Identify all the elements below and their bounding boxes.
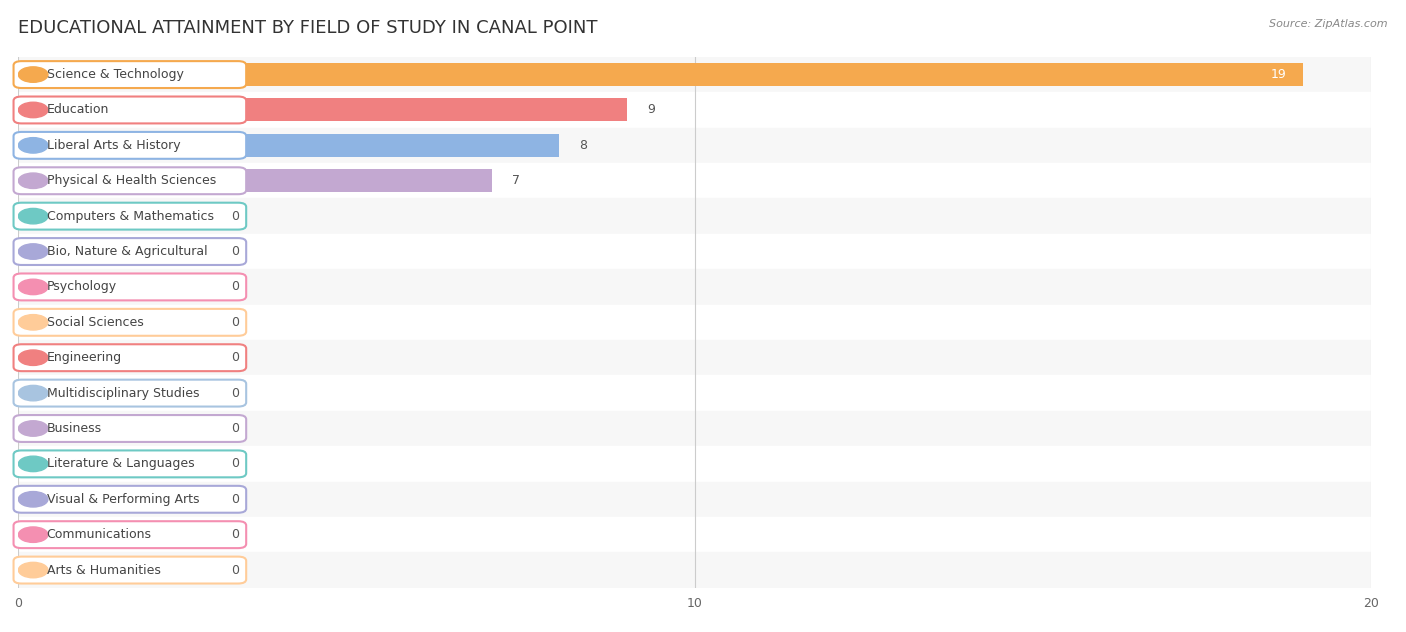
Text: 0: 0	[232, 281, 239, 293]
Bar	[18, 552, 1371, 588]
Text: Communications: Communications	[46, 528, 152, 541]
Text: 19: 19	[1271, 68, 1286, 81]
Text: Education: Education	[46, 104, 110, 116]
FancyBboxPatch shape	[14, 557, 246, 583]
Text: 0: 0	[232, 564, 239, 576]
Circle shape	[18, 138, 48, 153]
Text: 7: 7	[512, 174, 520, 187]
Text: Liberal Arts & History: Liberal Arts & History	[46, 139, 180, 152]
Circle shape	[18, 209, 48, 224]
Text: Engineering: Engineering	[46, 351, 122, 364]
Text: 0: 0	[232, 528, 239, 541]
Text: 0: 0	[232, 458, 239, 470]
Bar	[18, 92, 1371, 128]
Bar	[18, 169, 492, 192]
Bar	[18, 128, 1371, 163]
Circle shape	[18, 279, 48, 295]
Circle shape	[18, 67, 48, 82]
Circle shape	[18, 386, 48, 401]
Text: 0: 0	[232, 387, 239, 399]
Bar	[18, 382, 221, 404]
Bar	[18, 234, 1371, 269]
Circle shape	[18, 421, 48, 436]
Text: Literature & Languages: Literature & Languages	[46, 458, 194, 470]
Text: 0: 0	[232, 422, 239, 435]
FancyBboxPatch shape	[14, 309, 246, 336]
FancyBboxPatch shape	[14, 344, 246, 371]
Bar	[18, 205, 221, 228]
Bar	[18, 340, 1371, 375]
Text: EDUCATIONAL ATTAINMENT BY FIELD OF STUDY IN CANAL POINT: EDUCATIONAL ATTAINMENT BY FIELD OF STUDY…	[18, 19, 598, 37]
Bar	[18, 559, 221, 581]
FancyBboxPatch shape	[14, 274, 246, 300]
FancyBboxPatch shape	[14, 132, 246, 159]
Bar	[18, 63, 1303, 86]
Text: 0: 0	[232, 351, 239, 364]
Text: 8: 8	[579, 139, 588, 152]
FancyBboxPatch shape	[14, 415, 246, 442]
FancyBboxPatch shape	[14, 486, 246, 513]
Bar	[18, 417, 221, 440]
Circle shape	[18, 456, 48, 471]
FancyBboxPatch shape	[14, 521, 246, 548]
Circle shape	[18, 315, 48, 330]
Bar	[18, 99, 627, 121]
Bar	[18, 57, 1371, 92]
Text: Bio, Nature & Agricultural: Bio, Nature & Agricultural	[46, 245, 207, 258]
Text: 0: 0	[232, 493, 239, 506]
Text: Arts & Humanities: Arts & Humanities	[46, 564, 160, 576]
Bar	[18, 269, 1371, 305]
Text: Physical & Health Sciences: Physical & Health Sciences	[46, 174, 217, 187]
Text: 0: 0	[232, 210, 239, 222]
Text: Science & Technology: Science & Technology	[46, 68, 184, 81]
FancyBboxPatch shape	[14, 61, 246, 88]
Circle shape	[18, 492, 48, 507]
Text: Computers & Mathematics: Computers & Mathematics	[46, 210, 214, 222]
Circle shape	[18, 173, 48, 188]
Text: Multidisciplinary Studies: Multidisciplinary Studies	[46, 387, 200, 399]
Bar	[18, 488, 221, 511]
Bar	[18, 446, 1371, 482]
Circle shape	[18, 562, 48, 578]
Bar	[18, 311, 221, 334]
FancyBboxPatch shape	[14, 203, 246, 229]
Text: Psychology: Psychology	[46, 281, 117, 293]
Bar	[18, 305, 1371, 340]
Circle shape	[18, 527, 48, 542]
Text: Social Sciences: Social Sciences	[46, 316, 143, 329]
Text: 0: 0	[232, 316, 239, 329]
Bar	[18, 411, 1371, 446]
Circle shape	[18, 244, 48, 259]
Text: Business: Business	[46, 422, 101, 435]
Bar	[18, 453, 221, 475]
FancyBboxPatch shape	[14, 97, 246, 123]
Bar	[18, 163, 1371, 198]
Bar	[18, 346, 221, 369]
Circle shape	[18, 102, 48, 118]
Text: Visual & Performing Arts: Visual & Performing Arts	[46, 493, 200, 506]
Circle shape	[18, 350, 48, 365]
Bar	[18, 482, 1371, 517]
Text: 9: 9	[647, 104, 655, 116]
Bar	[18, 517, 1371, 552]
Bar	[18, 198, 1371, 234]
Bar	[18, 523, 221, 546]
FancyBboxPatch shape	[14, 167, 246, 194]
FancyBboxPatch shape	[14, 238, 246, 265]
Bar	[18, 134, 560, 157]
Bar	[18, 240, 221, 263]
Bar	[18, 375, 1371, 411]
Bar	[18, 276, 221, 298]
Text: 0: 0	[232, 245, 239, 258]
FancyBboxPatch shape	[14, 451, 246, 477]
Text: Source: ZipAtlas.com: Source: ZipAtlas.com	[1270, 19, 1388, 29]
FancyBboxPatch shape	[14, 380, 246, 406]
